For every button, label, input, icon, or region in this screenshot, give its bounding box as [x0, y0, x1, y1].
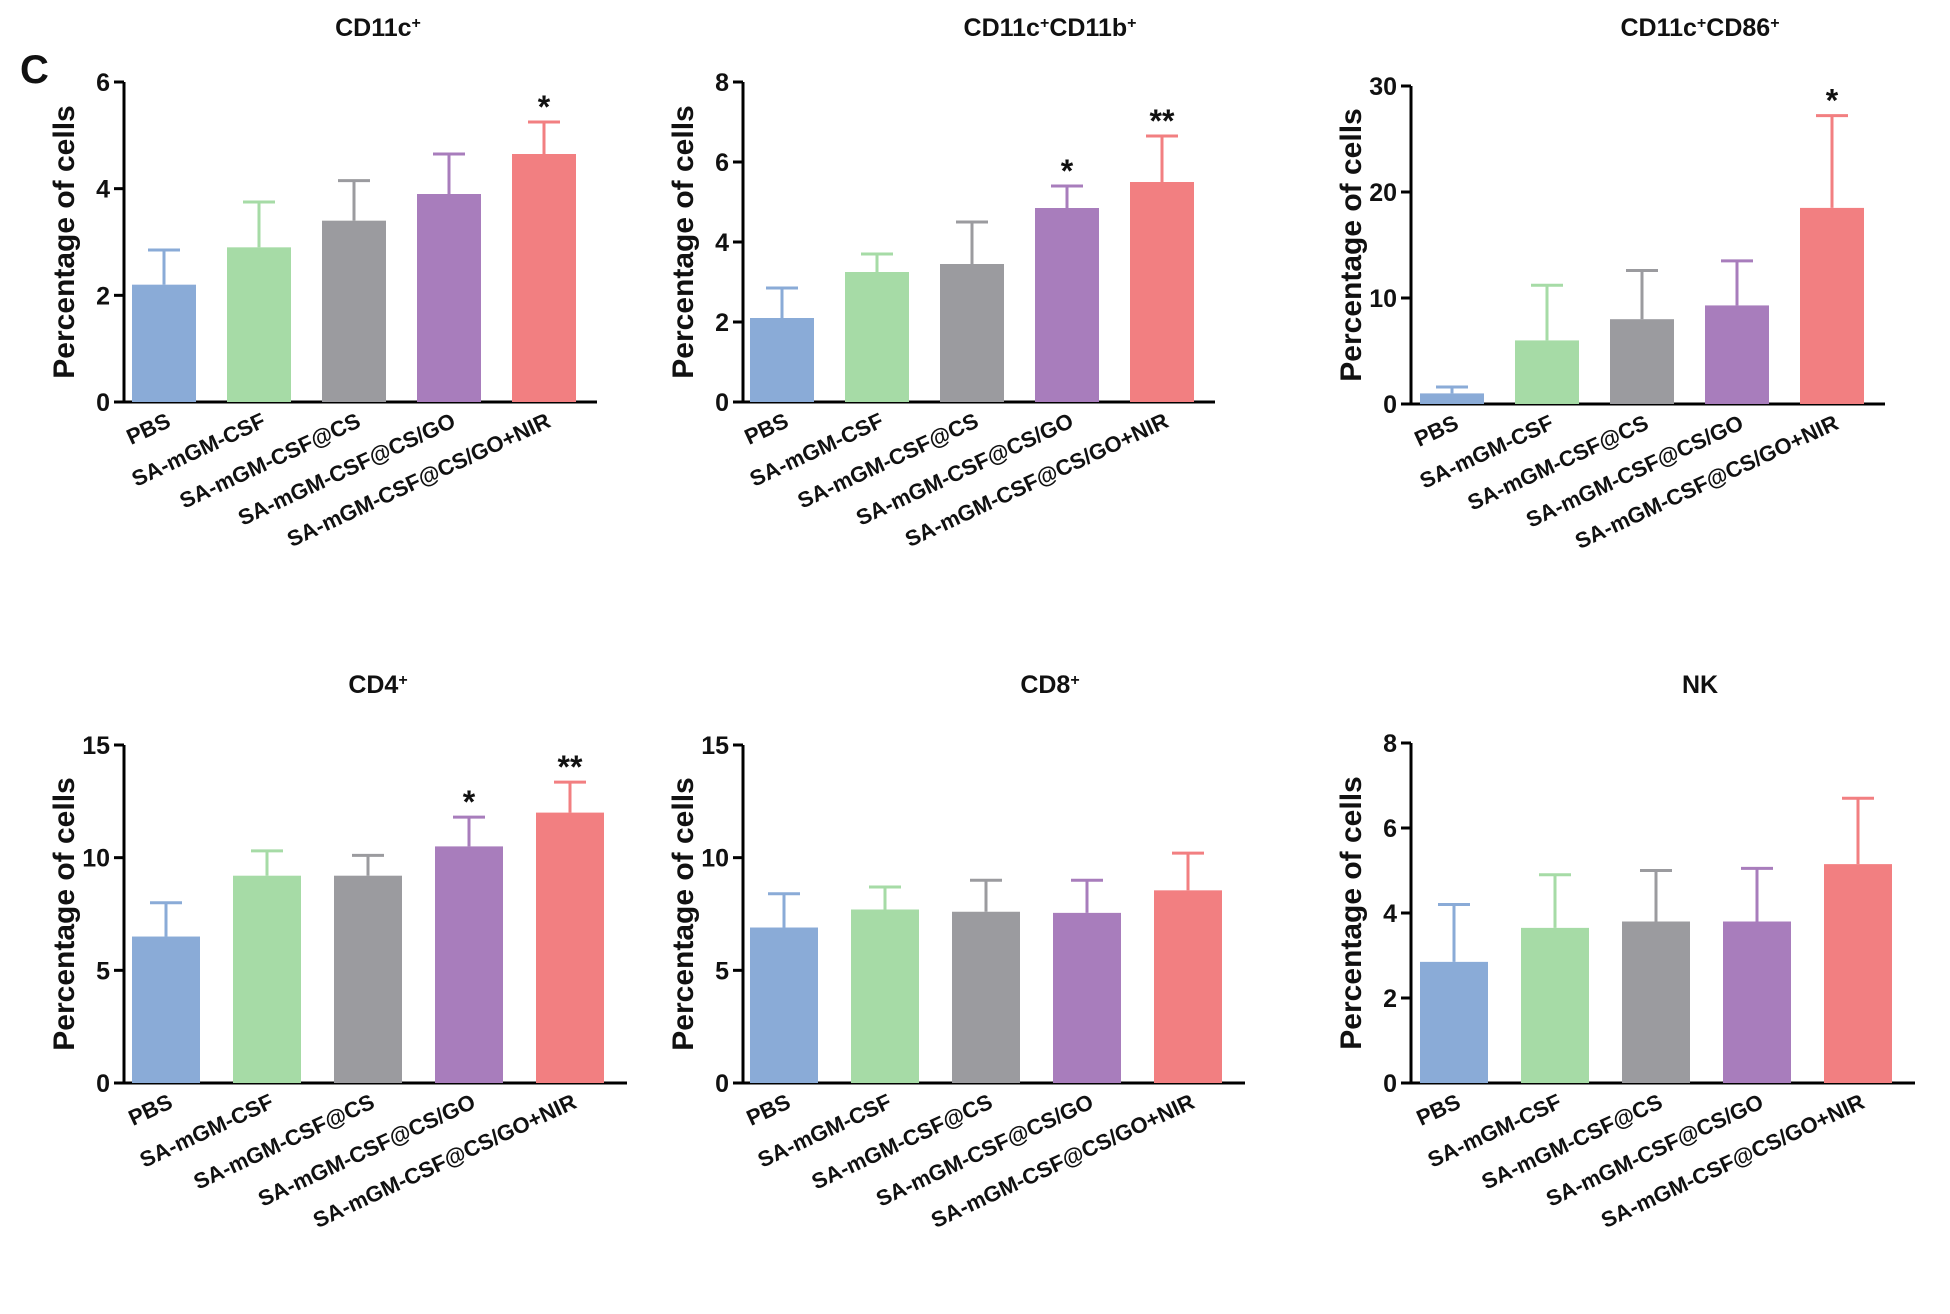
chart-2-bar: [1610, 319, 1674, 404]
chart-0-ytick-label: 4: [96, 176, 110, 204]
chart-5-bar: [1622, 921, 1690, 1083]
chart-2-category-label: PBS: [1411, 410, 1463, 452]
chart-3-ylabel: Percentage of cells: [48, 777, 81, 1050]
chart-5-title: NK: [1682, 671, 1718, 699]
chart-layer: CD8+Percentage of cells051015PBSSA-mGM-C…: [667, 671, 1245, 1233]
chart-0-ylabel: Percentage of cells: [48, 105, 81, 378]
chart-3-bar: [435, 846, 503, 1083]
chart-2-significance: *: [1826, 83, 1839, 119]
chart-4-category-label: PBS: [743, 1089, 795, 1131]
chart-5-category-label: PBS: [1413, 1089, 1465, 1131]
chart-layer: CD11c+CD86+ Percentage of cells 0 10 20 30 PBS…: [1335, 14, 1885, 554]
chart-5-bar: [1824, 864, 1892, 1083]
chart-0-ytick-label: 0: [96, 389, 110, 417]
chart-1-ytick-label: 2: [715, 309, 729, 337]
chart-3-significance: **: [558, 749, 583, 785]
chart-4-bar: [952, 911, 1020, 1083]
chart-5-ytick-label: 4: [1383, 900, 1397, 928]
panel-label: C: [20, 48, 49, 92]
chart-0-bar: [512, 154, 576, 402]
chart-0-category-label: PBS: [123, 408, 175, 450]
chart-4-bar: [1154, 890, 1222, 1083]
chart-layer: CD11c+CD11b+Percentage of cells02468PBSS…: [667, 14, 1215, 552]
chart-layer: CD4+Percentage of cells051015PBSSA-mGM-C…: [48, 671, 627, 1233]
chart-1-bar: [940, 264, 1004, 402]
chart-0-ytick-label: 2: [96, 282, 110, 310]
chart-0-bar: [417, 194, 481, 402]
chart-cd11c-cd11b: CD11c+CD11b+Percentage of cells02468PBSS…: [667, 14, 1215, 552]
chart-3-bar: [132, 936, 200, 1083]
chart-3-category-label: PBS: [125, 1089, 177, 1131]
chart-3-ytick-label: 15: [82, 732, 110, 760]
chart-3-ytick-label: 10: [82, 845, 110, 873]
chart-3-ytick-label: 0: [96, 1070, 110, 1098]
chart-0-significance: *: [538, 89, 551, 125]
chart-5-ylabel: Percentage of cells: [1335, 776, 1368, 1049]
chart-layer: CD11c+Percentage of cells0246PBSSA-mGM-C…: [48, 14, 597, 552]
chart-4-bar: [750, 927, 818, 1083]
chart-cd11c: CD11c+Percentage of cells0246PBSSA-mGM-C…: [48, 14, 597, 552]
chart-3-significance: *: [463, 784, 476, 820]
chart-5-bar: [1420, 961, 1488, 1083]
chart-1-ytick-label: 4: [715, 229, 729, 257]
chart-4-title: CD8+: [1020, 671, 1079, 699]
chart-2-title: CD11c+CD86+: [1620, 14, 1779, 42]
chart-4-ytick-label: 5: [715, 957, 729, 985]
chart-2-bar: [1420, 393, 1484, 404]
chart-3-bar: [536, 812, 604, 1083]
chart-4-bar: [851, 909, 919, 1083]
chart-1-bar: [845, 272, 909, 402]
chart-3-title: CD4+: [348, 671, 407, 699]
chart-4-ytick-label: 0: [715, 1070, 729, 1098]
chart-cd8: CD8+Percentage of cells051015PBSSA-mGM-C…: [667, 671, 1245, 1233]
chart-2-ytick-label: 20: [1369, 179, 1397, 207]
chart-1-bar: [1035, 208, 1099, 402]
chart-1-significance: *: [1061, 153, 1074, 189]
chart-5-bar: [1521, 927, 1589, 1083]
chart-1-bar: [750, 318, 814, 402]
chart-0-bar: [227, 247, 291, 402]
chart-2-bar: [1515, 340, 1579, 404]
chart-2-ytick-label: 30: [1369, 73, 1397, 101]
chart-5-ytick-label: 0: [1383, 1070, 1397, 1098]
chart-1-title: CD11c+CD11b+: [964, 14, 1137, 42]
chart-1-ylabel: Percentage of cells: [667, 105, 700, 378]
chart-0-bar: [322, 220, 386, 402]
chart-2-bar: [1800, 207, 1864, 404]
chart-3-bar: [233, 875, 301, 1083]
chart-1-bar: [1130, 182, 1194, 402]
chart-2-ytick-label: 0: [1383, 391, 1397, 419]
chart-1-ytick-label: 6: [715, 149, 729, 177]
chart-cd11c-cd86: CD11c+CD86+ Percentage of cells 0 10 20 30 PBS…: [1335, 14, 1885, 554]
chart-5-bar: [1723, 921, 1791, 1083]
chart-cd4: CD4+Percentage of cells051015PBSSA-mGM-C…: [48, 671, 627, 1233]
chart-0-ytick-label: 6: [96, 69, 110, 97]
chart-1-significance: **: [1150, 103, 1175, 139]
chart-4-ytick-label: 15: [701, 732, 729, 760]
chart-5-ytick-label: 2: [1383, 985, 1397, 1013]
chart-2-bar: [1705, 305, 1769, 404]
chart-2-ylabel: Percentage of cells: [1335, 108, 1368, 381]
chart-3-ytick-label: 5: [96, 957, 110, 985]
chart-4-bar: [1053, 912, 1121, 1083]
chart-1-ytick-label: 0: [715, 389, 729, 417]
chart-4-ylabel: Percentage of cells: [667, 777, 700, 1050]
chart-5-ytick-label: 6: [1383, 815, 1397, 843]
chart-4-ytick-label: 10: [701, 845, 729, 873]
chart-1-ytick-label: 8: [715, 69, 729, 97]
chart-5-ytick-label: 8: [1383, 730, 1397, 758]
chart-0-bar: [132, 284, 196, 402]
chart-3-bar: [334, 875, 402, 1083]
chart-0-title: CD11c+: [335, 14, 421, 42]
chart-2-ytick-label: 10: [1369, 285, 1397, 313]
chart-1-category-label: PBS: [741, 408, 793, 450]
